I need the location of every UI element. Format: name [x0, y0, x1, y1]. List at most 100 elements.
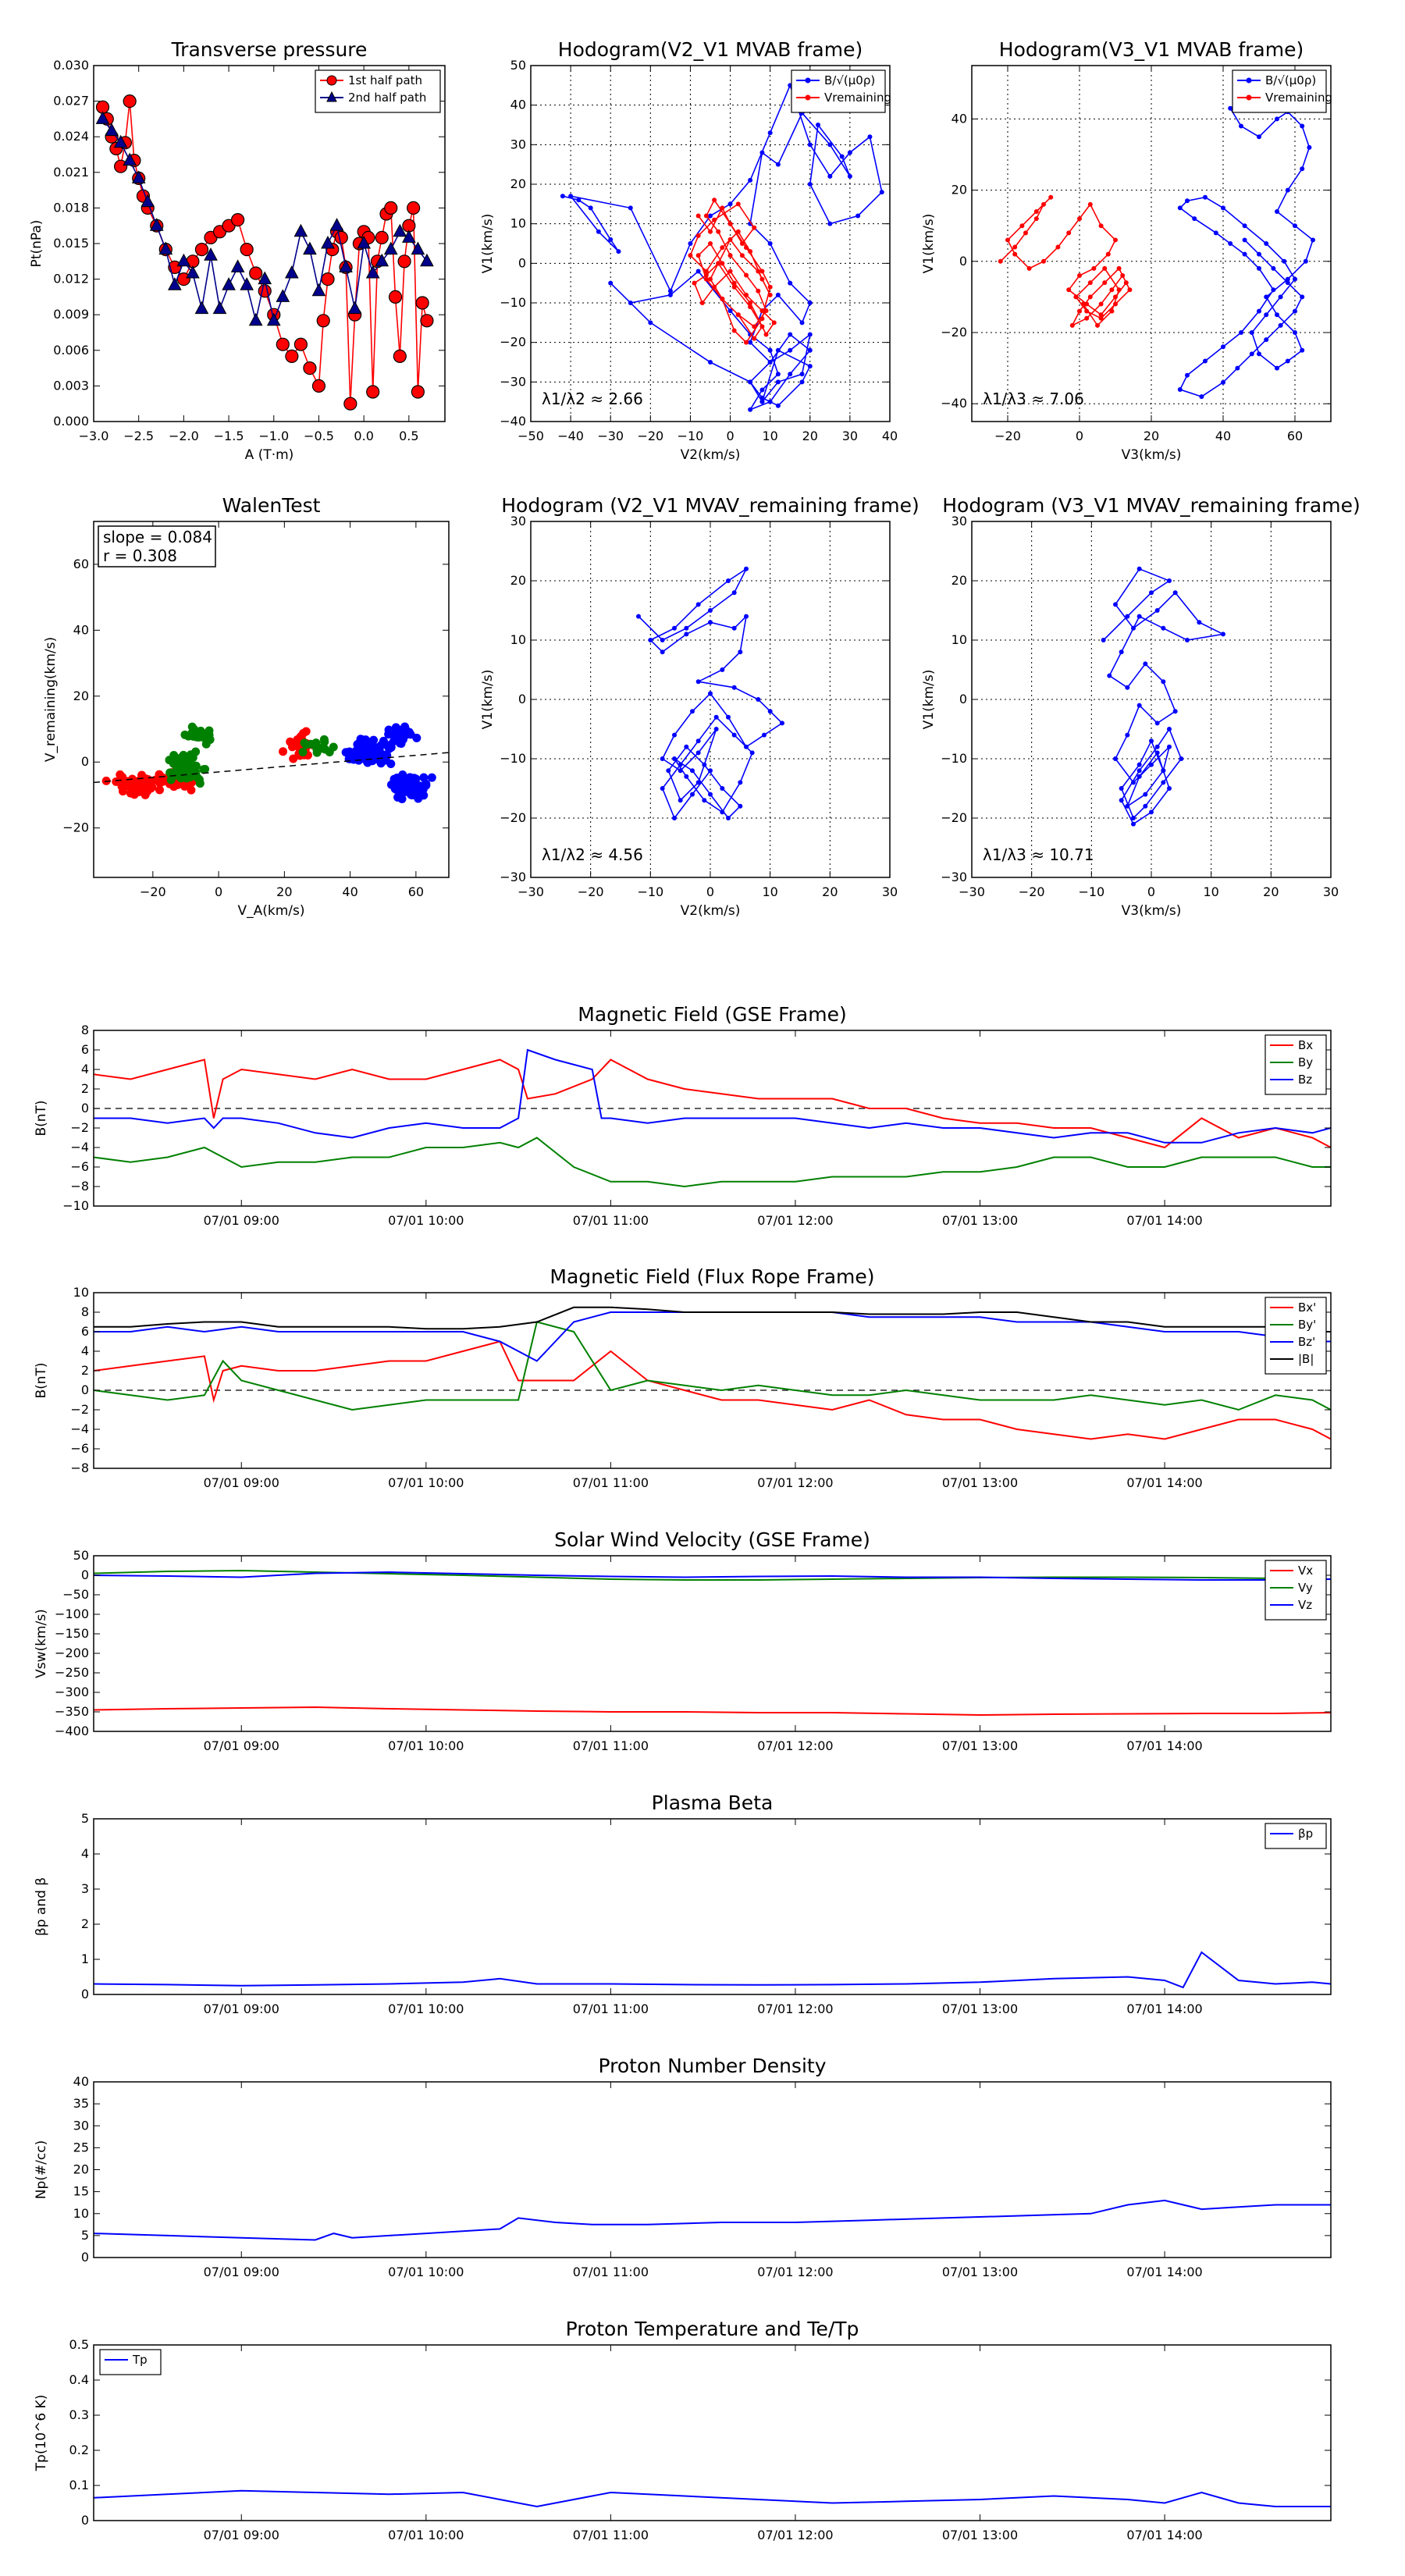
data-point: [1080, 301, 1086, 307]
plot-area: [94, 1819, 1331, 1994]
data-point: [1167, 744, 1172, 749]
data-point: [807, 364, 813, 369]
data-point: [1177, 386, 1183, 392]
data-point: [759, 316, 765, 322]
x-tick-label: −2.5: [123, 429, 154, 443]
axes-frame: [93, 521, 450, 878]
data-point: [1098, 315, 1104, 321]
data-point: [1221, 379, 1225, 385]
chart-mag_fr: 07/01 09:00 07/01 10:00 07/01 11:00 07/01 1…: [34, 1265, 1332, 1490]
data-point: [748, 301, 753, 305]
y-axis-label: B(nT): [34, 1100, 49, 1136]
y-axis-label: V1(km/s): [480, 214, 496, 274]
y-tick-label: 8: [81, 1304, 89, 1319]
data-point: [383, 241, 398, 255]
data-point: [411, 241, 425, 255]
data-point: [799, 379, 805, 385]
data-point: [744, 272, 749, 278]
data-point: [266, 312, 281, 326]
x-tick-label: 07/01 11:00: [573, 1213, 649, 1228]
x-tick-label: 20: [1263, 884, 1279, 899]
data-point: [695, 679, 701, 685]
x-tick-label: −2.0: [169, 429, 199, 443]
y-tick-label: 40: [73, 622, 89, 637]
data-point: [744, 614, 749, 619]
data-point: [1275, 208, 1279, 214]
y-axis-label: Pt(nPa): [29, 220, 44, 268]
data-point: [713, 714, 719, 720]
y-tick-label: 4: [81, 1343, 89, 1358]
x-axis-label: V3(km/s): [1122, 447, 1182, 463]
data-point: [1167, 727, 1172, 731]
x-tick-label: 07/01 14:00: [1126, 2265, 1202, 2279]
data-point: [186, 265, 200, 279]
ratio-annotation: λ1/λ2 ≈ 2.66: [542, 390, 643, 408]
legend: Vx Vy Vz: [1264, 1560, 1327, 1621]
data-point: [1125, 685, 1130, 690]
data-point: [1167, 786, 1172, 791]
data-point: [608, 280, 614, 286]
x-tick-label: 40: [342, 884, 357, 899]
series-group: [94, 1048, 1331, 1188]
data-point: [720, 205, 725, 211]
scatter-point: [187, 785, 196, 795]
axes-frame: [93, 1030, 1332, 1207]
data-point: [1120, 273, 1126, 279]
data-point: [1197, 620, 1202, 625]
data-point: [1033, 216, 1039, 222]
data-point: [703, 269, 709, 274]
x-tick-label: −20: [637, 429, 663, 443]
legend-label: Vremaining: [824, 91, 891, 105]
data-point: [1087, 280, 1093, 286]
data-point: [771, 320, 777, 326]
scatter-point: [196, 726, 205, 735]
y-tick-label: −10: [62, 1198, 89, 1213]
data-point: [712, 284, 717, 290]
data-point: [1026, 265, 1032, 271]
data-point: [788, 347, 793, 353]
data-point: [1131, 816, 1136, 820]
series-line-vremaining: [1000, 197, 1131, 327]
ratio-annotation: λ1/λ3 ≈ 7.06: [983, 390, 1084, 408]
data-point: [1293, 223, 1297, 229]
data-point: [660, 638, 665, 642]
scatter-point: [179, 756, 188, 765]
data-point: [726, 578, 731, 583]
data-point: [855, 213, 861, 219]
y-tick-label: −6: [70, 1159, 89, 1174]
legend-marker: [805, 94, 811, 101]
legend-marker: [1246, 77, 1252, 84]
series-group: [94, 2199, 1331, 2241]
data-point: [1041, 201, 1046, 207]
data-point: [1249, 351, 1254, 357]
x-axis-label: A (T·m): [245, 447, 294, 463]
y-tick-label: −8: [70, 1461, 89, 1475]
data-point: [560, 194, 565, 199]
legend-box: [1264, 1560, 1327, 1621]
y-tick-label: 0.006: [53, 343, 89, 358]
x-tick-label: −1.0: [258, 429, 289, 443]
stats-line: r = 0.308: [103, 546, 177, 565]
data-point: [879, 190, 884, 195]
scatter-point: [205, 735, 215, 744]
axes-frame: [93, 2344, 1332, 2521]
plot-area: [94, 1293, 1331, 1468]
x-tick-label: 10: [762, 429, 777, 443]
data-point: [1239, 330, 1243, 335]
plot-area: [94, 2082, 1331, 2258]
data-point: [727, 253, 733, 258]
scatter-point: [312, 748, 322, 757]
legend-label: Vremaining: [1265, 91, 1332, 105]
data-point: [1257, 251, 1261, 257]
data-point: [748, 304, 753, 310]
y-tick-label: −300: [55, 1685, 89, 1699]
data-point: [1125, 614, 1130, 619]
stats-line: slope = 0.084: [103, 528, 212, 546]
y-tick-label: 0.021: [53, 165, 89, 180]
y-axis-label: Tp(10^6 K): [34, 2395, 49, 2472]
y-tick-label: 30: [951, 514, 967, 528]
scatter-point: [382, 751, 392, 760]
chart-title: Hodogram(V2_V1 MVAB frame): [558, 38, 863, 61]
scatter-point: [176, 774, 186, 783]
x-tick-label: 0.5: [399, 429, 418, 443]
